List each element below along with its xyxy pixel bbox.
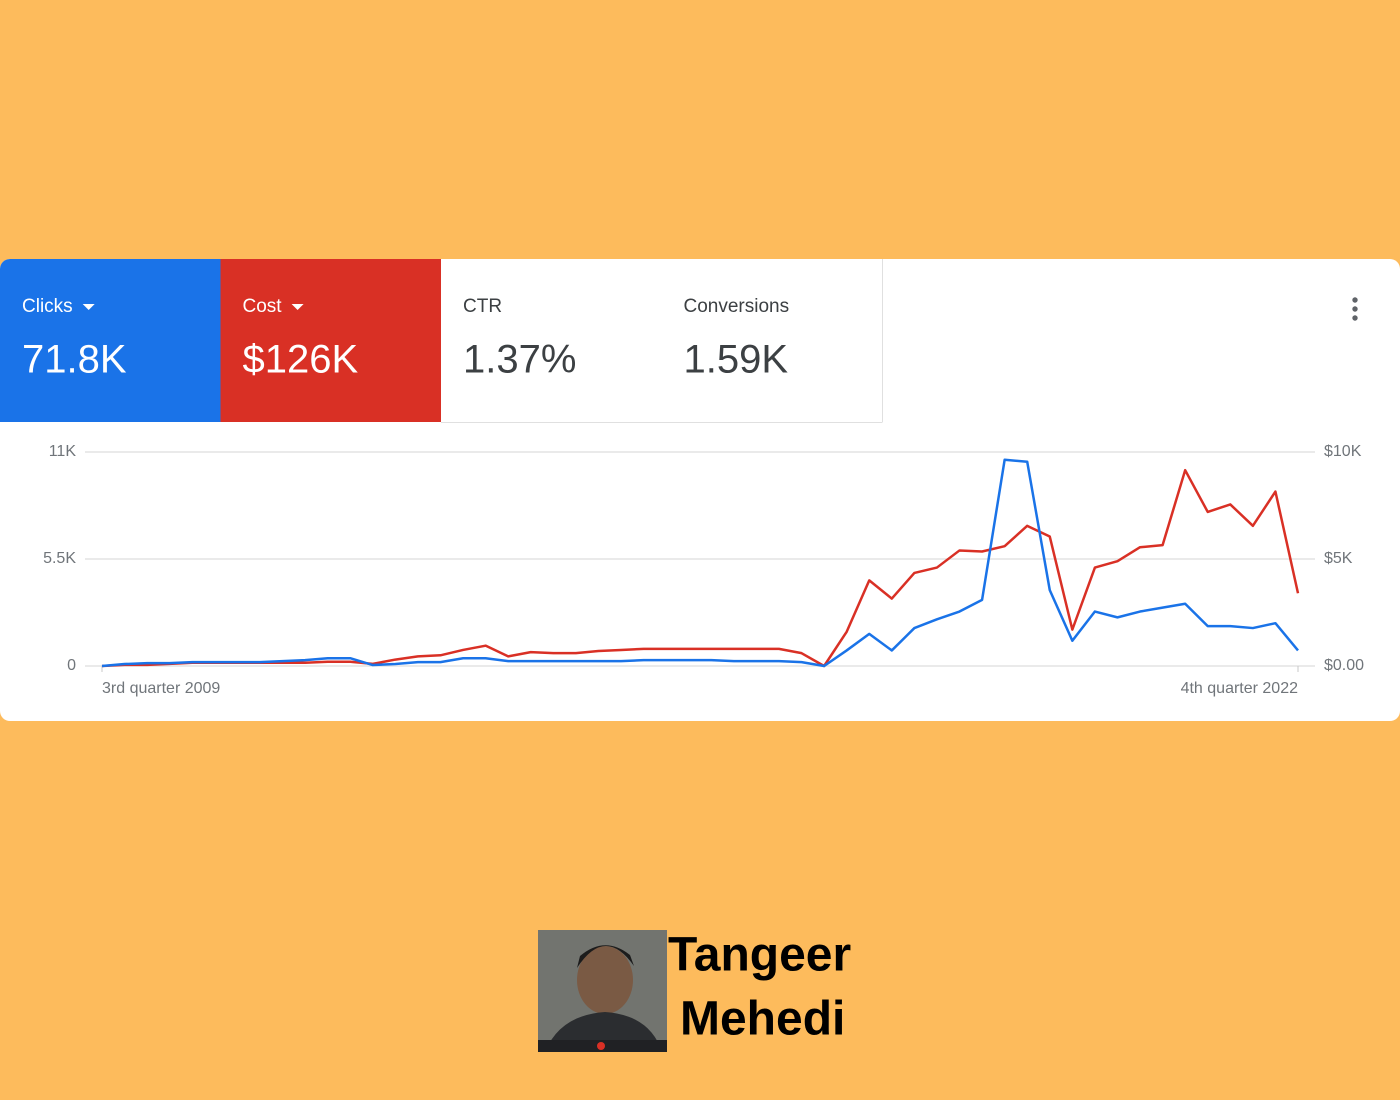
metric-tile — [0, 259, 221, 422]
metric-tile — [661, 259, 883, 422]
metric-label: Cost — [243, 296, 283, 317]
series-line — [101, 458, 1299, 668]
x-tick-label: 4th quarter 2022 — [1181, 680, 1299, 697]
metric-value: 71.8K — [22, 338, 127, 382]
author-name: Tangeer — [668, 929, 851, 982]
metric-tiles: Clicks 71.8K Cost $126K CTR 1.37% Conversions 1… — [0, 259, 883, 423]
metric-value: 1.59K — [684, 338, 789, 382]
x-tick-label: 3rd quarter 2009 — [102, 680, 220, 697]
plot: 0 5.5K 11K $0.00 $5K $10K 3rd quarter 2009 4th … — [43, 443, 1364, 697]
y-tick-label: 11K — [49, 443, 77, 460]
y2-tick-label: $10K — [1324, 443, 1362, 460]
series-line — [101, 468, 1300, 668]
metric-value: $126K — [243, 338, 359, 382]
dropdown-arrow — [291, 304, 304, 310]
metric-label: Clicks — [22, 296, 73, 317]
author-photo — [538, 930, 667, 1052]
metric-label: Conversions — [684, 296, 790, 317]
metric-tile — [220, 259, 442, 422]
y-tick-label: 5.5K — [43, 550, 76, 567]
y-tick-label: 0 — [67, 657, 76, 674]
metric-label: CTR — [463, 296, 502, 317]
y2-tick-label: $5K — [1324, 550, 1353, 567]
author-name: Mehedi — [680, 993, 845, 1046]
more-menu[interactable] — [1352, 297, 1358, 321]
dropdown-arrow — [82, 304, 95, 310]
metric-tile — [441, 259, 662, 422]
y2-tick-label: $0.00 — [1324, 657, 1364, 674]
metric-value: 1.37% — [463, 338, 576, 382]
